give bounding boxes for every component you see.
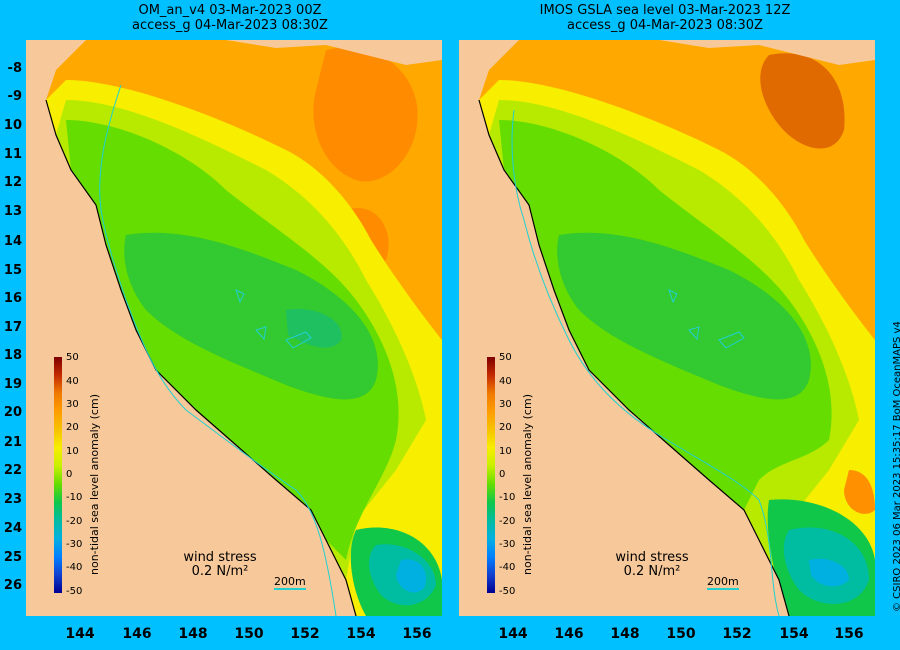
wind-legend-left: wind stress 0.2 N/m² [170,551,270,579]
y-label: 11 [3,147,22,162]
credit-text: © CSIRO 2023 06 Mar 2023 15:35:17 BoM Oc… [892,321,900,612]
y-label: 21 [3,435,22,450]
x-label: 156 [834,626,864,642]
panel1-title-line2: access_g 04-Mar-2023 08:30Z [132,18,328,33]
colorbar-tick: 20 [66,422,79,433]
x-label: 150 [666,626,696,642]
x-label: 144 [65,626,95,642]
x-label: 146 [122,626,152,642]
x-label: 144 [498,626,528,642]
colorbar-tick: -40 [499,562,516,573]
y-label: 13 [3,204,22,219]
x-label: 154 [346,626,376,642]
sea-level-map-right [459,40,875,616]
wind-label: wind stress [615,550,689,565]
colorbar-right-bar [487,357,495,593]
x-label: 148 [178,626,208,642]
colorbar-tick: 10 [66,446,79,457]
y-label: 26 [3,578,22,593]
y-label: 23 [3,492,22,507]
y-label: 16 [3,291,22,306]
wind-value: 0.2 N/m² [623,564,681,579]
x-label: 148 [610,626,640,642]
panel2-title-line2: access_g 04-Mar-2023 08:30Z [567,18,763,33]
colorbar-tick: -20 [499,516,516,527]
colorbar-tick: -10 [66,492,83,503]
scale-bar-right: 200m [707,575,739,590]
x-label: 152 [290,626,320,642]
y-label: 10 [3,118,22,133]
colorbar-tick: -50 [66,586,83,597]
x-label: 154 [779,626,809,642]
sea-level-map-left [26,40,442,616]
y-label: -9 [7,89,22,104]
wind-label: wind stress [183,550,257,565]
map-panel-right [459,40,875,616]
x-label: 152 [722,626,752,642]
wind-legend-right: wind stress 0.2 N/m² [602,551,702,579]
colorbar-tick: 30 [499,399,512,410]
y-label: 15 [3,263,22,278]
colorbar-tick: -10 [499,492,516,503]
colorbar-left-bar [54,357,62,593]
colorbar-title: non-tidal sea level anomaly (cm) [521,394,534,575]
y-label: 22 [3,463,22,478]
panel2-title: IMOS GSLA sea level 03-Mar-2023 12Z acce… [500,3,830,33]
colorbar-tick: 0 [499,469,506,480]
colorbar-tick: 20 [499,422,512,433]
colorbar-tick: 50 [66,352,79,363]
colorbar-tick: -20 [66,516,83,527]
colorbar-tick: 30 [66,399,79,410]
colorbar-tick: 50 [499,352,512,363]
colorbar-tick: -30 [499,539,516,550]
colorbar-tick: 0 [66,469,73,480]
x-label: 146 [554,626,584,642]
y-label: -8 [7,61,22,76]
scale-bar-left: 200m [274,575,306,590]
x-label: 156 [402,626,432,642]
colorbar-title: non-tidal sea level anomaly (cm) [88,394,101,575]
y-label: 12 [3,175,22,190]
colorbar-tick: -40 [66,562,83,573]
colorbar-tick: -50 [499,586,516,597]
wind-value: 0.2 N/m² [191,564,249,579]
y-label: 24 [3,521,22,536]
x-label: 150 [234,626,264,642]
y-label: 19 [3,377,22,392]
panel2-title-line1: IMOS GSLA sea level 03-Mar-2023 12Z [539,3,791,18]
y-label: 17 [3,320,22,335]
y-label: 20 [3,405,22,420]
colorbar-tick: -30 [66,539,83,550]
y-label: 18 [3,348,22,363]
colorbar-tick: 40 [499,376,512,387]
panel1-title: OM_an_v4 03-Mar-2023 00Z access_g 04-Mar… [65,3,395,33]
colorbar-tick: 40 [66,376,79,387]
map-panel-left [26,40,442,616]
panel1-title-line1: OM_an_v4 03-Mar-2023 00Z [138,3,322,18]
colorbar-tick: 10 [499,446,512,457]
y-label: 25 [3,550,22,565]
y-label: 14 [3,234,22,249]
